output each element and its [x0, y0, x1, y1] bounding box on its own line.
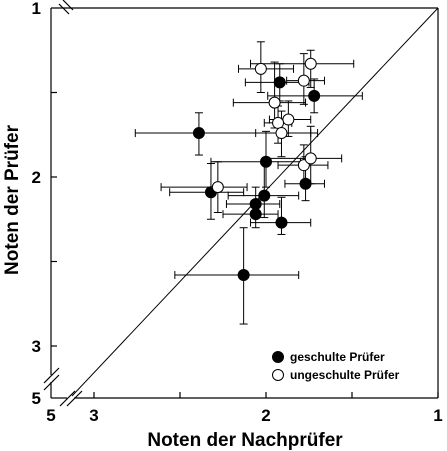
point-geschult [237, 269, 250, 282]
error-bar [160, 161, 248, 213]
y-axis-title: Noten der Prüfer [2, 124, 23, 275]
y-tick-label: 5 [32, 389, 41, 408]
legend: geschulte Prüfer ungeschulte Prüfer [272, 350, 400, 382]
point-geschult [308, 89, 321, 102]
y-tick-label: 2 [32, 168, 41, 187]
point-ungeschult [254, 62, 267, 75]
error-bar [210, 130, 301, 188]
x-axis-break-mark [66, 390, 83, 407]
legend-label: geschulte Prüfer [290, 350, 385, 364]
x-tick-label: 2 [261, 406, 270, 425]
error-bars [134, 41, 363, 325]
x-tick-label: 1 [433, 406, 442, 425]
point-ungeschult [297, 74, 310, 87]
point-geschult [260, 155, 272, 168]
error-bar [174, 227, 300, 325]
legend-label: ungeschulte Prüfer [290, 368, 400, 382]
point-geschult [273, 76, 286, 89]
point-ungeschult [304, 152, 317, 165]
plot-frame [43, 0, 439, 407]
point-geschult [275, 216, 288, 229]
point-ungeschult [304, 57, 317, 70]
point-geschult [249, 208, 262, 221]
point-geschult [258, 189, 271, 202]
point-geschult [192, 127, 205, 140]
legend-marker [272, 351, 284, 363]
x-axis-break-mark [59, 390, 76, 407]
axis-ticks: 5 3 2 1 1 2 3 5 [32, 0, 443, 425]
point-ungeschult [275, 127, 288, 140]
y-tick-label: 3 [32, 337, 41, 356]
legend-marker [272, 369, 284, 381]
y-axis-break-mark [43, 374, 60, 391]
point-geschult [249, 198, 262, 211]
x-axis-title: Noten der Nachprüfer [147, 430, 343, 451]
point-ungeschult [282, 113, 295, 126]
point-ungeschult [272, 116, 285, 129]
point-geschult [299, 177, 312, 190]
point-ungeschult [268, 96, 281, 109]
x-tick-label: 5 [46, 406, 55, 425]
y-tick-label: 1 [32, 0, 41, 18]
y-axis-break-mark-top [62, 0, 74, 11]
point-ungeschult [211, 181, 224, 194]
x-tick-label: 3 [89, 406, 98, 425]
y-axis-break-mark-top [58, 3, 70, 15]
y-axis-break-mark [43, 367, 60, 384]
data-points [192, 57, 321, 282]
